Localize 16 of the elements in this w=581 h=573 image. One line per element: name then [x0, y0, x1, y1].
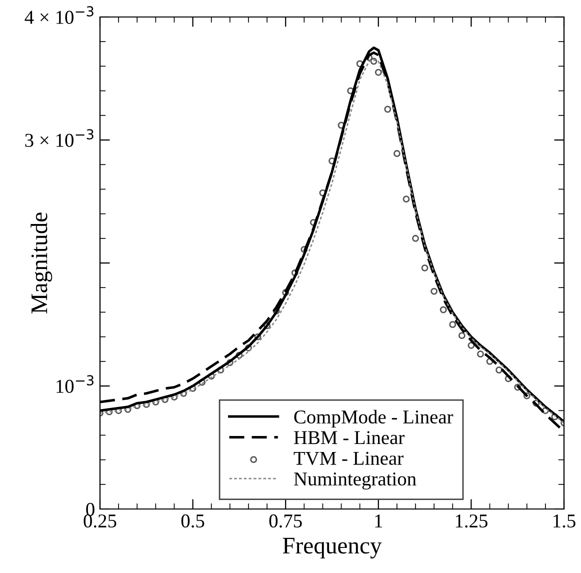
legend-label: HBM - Linear: [294, 431, 405, 444]
y-tick-label: 0: [86, 502, 94, 516]
x-tick-label: 1: [375, 514, 382, 528]
x-axis-title: Frequency: [282, 538, 382, 558]
x-tick-label: 1.5: [554, 514, 576, 528]
legend-label: Numintegration: [294, 472, 416, 490]
x-tick-label: 0.5: [181, 514, 204, 528]
y-tick-label: 3 × 10$^{−3}$: [25, 129, 94, 147]
y-axis-title: Magnitude: [30, 212, 52, 314]
legend-label: TVM - Linear: [294, 452, 404, 465]
x-tick-label: 0.25: [84, 514, 116, 528]
x-tick-label: 0.75: [269, 514, 302, 528]
y-tick-label: 4 × 10$^{−3}$: [24, 6, 94, 24]
x-tick-label: 1.25: [456, 514, 488, 528]
y-tick-label: 10$^{−3}$: [56, 375, 94, 393]
legend-label: CompMode - Linear: [294, 410, 454, 428]
